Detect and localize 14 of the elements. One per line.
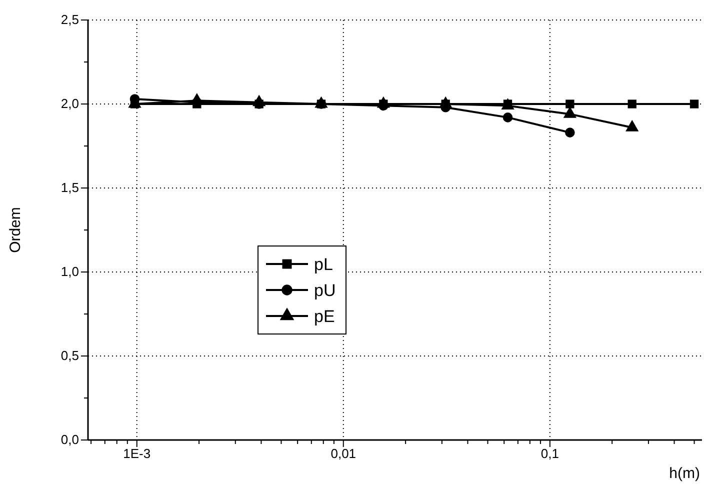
x-axis-title: h(m)	[669, 465, 700, 482]
y-tick-label: 1,5	[60, 180, 79, 196]
y-tick-label: 0,0	[60, 432, 79, 448]
y-axis-title: Ordem	[7, 207, 24, 253]
y-tick-label: 2,0	[60, 96, 79, 112]
legend-label: pE	[314, 307, 335, 326]
x-tick-label: 1E-3	[123, 446, 151, 462]
y-tick-label: 1,0	[60, 264, 79, 280]
legend-label: pU	[314, 281, 336, 300]
x-tick-label: 0,1	[540, 446, 559, 462]
x-tick-label: 0,01	[330, 446, 356, 462]
y-tick-label: 2,5	[60, 12, 79, 28]
y-tick-label: 0,5	[60, 348, 79, 364]
legend-label: pL	[314, 255, 333, 274]
